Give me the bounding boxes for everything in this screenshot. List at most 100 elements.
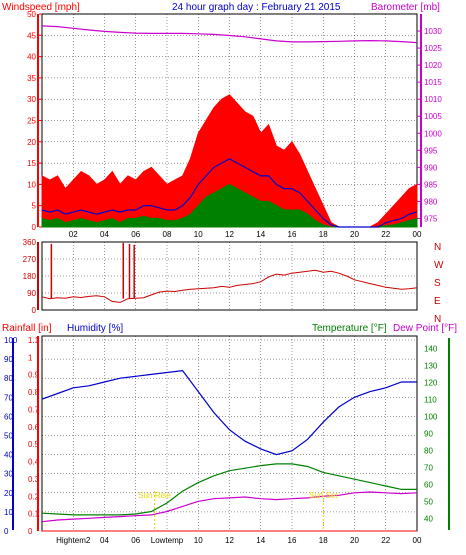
dewpoint-line [41, 491, 418, 523]
humidity-line [41, 369, 417, 456]
humidity-tick-label: 60 [4, 412, 13, 421]
wind-y-axis: 0 5 10 15 20 25 30 35 40 45 50 [27, 10, 42, 232]
temperature-tick-label: 100 [424, 412, 438, 421]
wind-tick-label: 0 [32, 223, 37, 232]
baro-tick-label: 980 [424, 197, 438, 206]
temperature-tick-label: 80 [424, 446, 433, 455]
temperature-line [41, 463, 417, 516]
humidity-tick-label: 80 [4, 374, 13, 383]
temp-x-tick-label: Hightem2 [56, 536, 91, 545]
temperature-tick-label: 60 [424, 480, 433, 489]
direction-tick-label: 360 [23, 238, 37, 247]
temp-x-tick-label: 18 [319, 536, 328, 545]
wind-x-tick-label: 18 [319, 230, 328, 239]
wind-tick-label: 15 [27, 159, 36, 168]
wind-x-tick-label: 08 [163, 230, 172, 239]
temp-x-tick-label: 16 [288, 536, 297, 545]
wind-average-line [41, 158, 418, 228]
humidity-tick-label: 70 [4, 393, 13, 402]
temp-x-tick-label: 22 [381, 536, 390, 545]
baro-tick-label: 985 [424, 180, 438, 189]
temp-x-tick-label: 12 [225, 536, 234, 545]
humidity-tick-label: 10 [4, 508, 13, 517]
temp-x-tick-label: 20 [350, 536, 359, 545]
temp-x-tick-label: 10 [194, 536, 203, 545]
temperature-tick-label: 110 [424, 395, 437, 404]
temperature-y-axis: 40 50 60 70 80 90 100 110 120 130 140 [424, 344, 438, 523]
rainfall-tick-label: 1.1 [28, 336, 40, 345]
wind-x-tick-label: 04 [100, 230, 109, 239]
humidity-tick-label: 20 [4, 489, 13, 498]
direction-tick-label: 270 [23, 255, 37, 264]
rainfall-axis-title: Rainfall [in] [2, 323, 52, 334]
temperature-tick-label: 130 [424, 361, 438, 370]
temperature-tick-label: 50 [424, 497, 433, 506]
temp-x-tick-label: 14 [256, 536, 265, 545]
humidity-tick-label: 50 [4, 432, 13, 441]
wind-tick-label: 50 [27, 10, 36, 19]
wind-series [41, 25, 418, 228]
wind-direction-line [41, 269, 418, 303]
baro-tick-label: 995 [424, 146, 438, 155]
wind-x-tick-label: 12 [225, 230, 234, 239]
sunset-label: Sun Set [309, 491, 338, 500]
temperature-tick-label: 90 [424, 429, 433, 438]
baro-tick-label: 1020 [424, 61, 442, 70]
rainfall-tick-label: 0.3 [28, 475, 40, 484]
barometer-line [41, 25, 418, 44]
temp-x-tick-label: Lowtemp [151, 536, 184, 545]
rainfall-y-axis: 0 0.1 0.2 0.3 0.4 0.5 0.6 0.7 0.8 0.9 1 1.1 [28, 336, 40, 536]
wind-tick-label: 10 [27, 180, 36, 189]
direction-panel-grid [42, 242, 418, 310]
baro-tick-label: 1025 [424, 44, 442, 53]
wind-x-axis: 02 04 06 08 10 12 14 16 18 20 22 00 [69, 230, 422, 239]
baro-tick-label: 1000 [424, 129, 442, 138]
humidity-tick-label: 30 [4, 470, 13, 479]
wind-x-tick-label: 10 [194, 230, 203, 239]
temperature-axis-title: Temperature [°F] [312, 323, 387, 334]
baro-tick-label: 1005 [424, 112, 442, 121]
wind-x-tick-label: 22 [381, 230, 390, 239]
wind-tick-label: 45 [27, 31, 36, 40]
temp-x-tick-label: 04 [100, 536, 109, 545]
temperature-tick-label: 70 [424, 463, 433, 472]
wind-tick-label: 35 [27, 74, 36, 83]
humidity-tick-label: 0 [4, 527, 9, 536]
humidity-tick-label: 100 [4, 336, 18, 345]
wind-x-tick-label: 02 [69, 230, 78, 239]
wind-x-tick-label: 06 [131, 230, 140, 239]
rainfall-tick-label: 0.6 [28, 423, 40, 432]
direction-series [41, 242, 418, 303]
wind-tick-label: 5 [32, 202, 37, 211]
rainfall-tick-label: 1 [28, 353, 33, 362]
humidity-tick-label: 40 [4, 451, 13, 460]
wind-x-tick-label: 16 [288, 230, 297, 239]
rainfall-tick-label: 0.7 [28, 405, 40, 414]
compass-label: W [434, 260, 444, 271]
humidity-tick-label: 90 [4, 355, 13, 364]
rainfall-tick-label: 0.8 [28, 388, 40, 397]
rainfall-tick-label: 0.1 [28, 510, 40, 519]
rainfall-tick-label: 0.2 [28, 492, 40, 501]
temperature-tick-label: 40 [424, 514, 433, 523]
wind-x-tick-label: 00 [413, 230, 422, 239]
baro-tick-label: 1015 [424, 78, 442, 87]
chart-title: 24 hour graph day : February 21 2015 [172, 2, 341, 13]
compass-label: E [434, 296, 441, 307]
rainfall-tick-label: 0 [28, 527, 33, 536]
temperature-tick-label: 120 [424, 378, 438, 387]
wind-x-tick-label: 14 [256, 230, 265, 239]
direction-tick-label: 180 [23, 272, 37, 281]
temperature-tick-label: 140 [424, 344, 438, 353]
temp-x-tick-label: 06 [131, 536, 140, 545]
wind-tick-label: 25 [27, 117, 36, 126]
direction-y-axis: 0 90 180 270 360 [23, 238, 39, 315]
temp-series: Sun Rise Sun Set [41, 369, 418, 532]
sunrise-label: Sun Rise [138, 491, 171, 500]
temp-x-tick-label: 00 [413, 536, 422, 545]
direction-tick-label: 0 [32, 306, 37, 315]
direction-tick-label: 90 [27, 289, 36, 298]
windspeed-axis-title: Windspeed [mph] [2, 2, 80, 13]
rainfall-tick-label: 0.9 [28, 371, 40, 380]
